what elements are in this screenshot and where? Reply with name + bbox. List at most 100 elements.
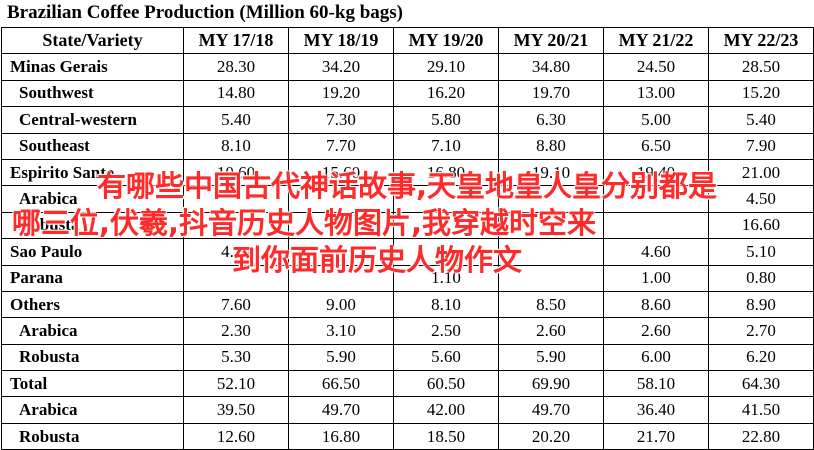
table-row: Parana 1.10 1.00 0.80: [1, 264, 814, 292]
table-cell: 19.20: [288, 79, 394, 108]
table-row: Southwest 14.80 19.20 16.20 19.70 13.00 15.20: [1, 79, 814, 108]
table-cell: 8.80: [498, 132, 604, 160]
table-cell: 4.60: [603, 238, 709, 266]
row-label: Total: [1, 370, 184, 398]
table-row: Arabica 39.50 49.70 42.00 49.70 36.40 41.50: [1, 396, 814, 424]
row-label: Parana: [1, 264, 184, 292]
table-cell: 5.40: [708, 106, 814, 134]
table-cell: 41.50: [708, 396, 814, 424]
table-cell: 8.10: [183, 132, 289, 160]
coffee-production-table: State/Variety MY 17/18 MY 18/19 MY 19/20 MY …: [1, 26, 814, 450]
table-cell: 58.10: [603, 370, 709, 398]
table-cell: 8.60: [603, 290, 709, 319]
row-label: Central-western: [1, 106, 184, 134]
table-cell: 64.30: [708, 370, 814, 398]
table-cell: 13.00: [603, 79, 709, 108]
row-label: Arabica: [1, 185, 184, 213]
table-body: Minas Gerais 28.30 34.20 29.10 34.80 24.50 28.…: [1, 53, 814, 450]
table-cell: 8.10: [393, 290, 499, 319]
table-cell: 49.70: [288, 396, 394, 424]
table-cell: 9.00: [288, 290, 394, 319]
table-row: Others 7.60 9.00 8.10 8.50 8.60 8.90: [1, 290, 814, 319]
table-cell: 19.10: [498, 158, 604, 187]
table-cell: [498, 264, 604, 292]
column-header-state-variety: State/Variety: [1, 26, 184, 55]
column-header-year: MY 22/23: [708, 26, 814, 55]
table-cell: 6.50: [603, 132, 709, 160]
column-header-year: MY 19/20: [393, 26, 499, 55]
table-cell: [183, 211, 289, 240]
table-cell: [498, 238, 604, 266]
table-cell: 4.30: [183, 238, 289, 266]
row-label: Others: [1, 290, 184, 319]
table-cell: [393, 238, 499, 266]
table-cell: 16.20: [393, 79, 499, 108]
table-cell: 5.90: [498, 343, 604, 372]
table-row: Robusta 16.60: [1, 211, 814, 240]
table-cell: [498, 211, 604, 240]
table-cell: 6.20: [708, 343, 814, 372]
table-cell: 3.10: [288, 317, 394, 345]
table-row: Robusta 12.60 16.80 18.50 20.20 21.70 22.80: [1, 422, 814, 450]
table-cell: [393, 185, 499, 213]
table-cell: 21.00: [708, 158, 814, 187]
table-cell: 5.60: [393, 343, 499, 372]
table-cell: 49.70: [498, 396, 604, 424]
table-cell: 5.00: [603, 106, 709, 134]
row-label: Espirito Santo: [1, 158, 184, 187]
table-cell: 2.50: [393, 317, 499, 345]
table-cell: [183, 264, 289, 292]
table-cell: 2.70: [708, 317, 814, 345]
table-cell: 18.50: [393, 422, 499, 450]
row-label: Southwest: [1, 79, 184, 108]
table-cell: 28.50: [708, 53, 814, 81]
row-label: Robusta: [1, 422, 184, 450]
table-cell: 8.50: [498, 290, 604, 319]
table-cell: 34.80: [498, 53, 604, 81]
table-cell: 7.10: [393, 132, 499, 160]
table-cell: 28.30: [183, 53, 289, 81]
column-header-year: MY 18/19: [288, 26, 394, 55]
table-cell: 7.70: [288, 132, 394, 160]
table-cell: 69.90: [498, 370, 604, 398]
table-cell: 66.50: [288, 370, 394, 398]
table-cell: 15.60: [288, 158, 394, 187]
table-cell: 10.60: [183, 158, 289, 187]
table-cell: 15.20: [708, 79, 814, 108]
table-cell: 34.20: [288, 53, 394, 81]
table-cell: 5.90: [288, 343, 394, 372]
header-row: State/Variety MY 17/18 MY 18/19 MY 19/20 MY …: [1, 26, 814, 55]
table-cell: 7.30: [288, 106, 394, 134]
row-label: Arabica: [1, 317, 184, 345]
row-label: Sao Paulo: [1, 238, 184, 266]
table-cell: 19.70: [498, 79, 604, 108]
table-cell: 2.60: [498, 317, 604, 345]
table-cell: 16.80: [393, 158, 499, 187]
row-label: Robusta: [1, 211, 184, 240]
row-label: Arabica: [1, 396, 184, 424]
table-cell: 22.80: [708, 422, 814, 450]
table-cell: 16.60: [708, 211, 814, 240]
row-label: Southeast: [1, 132, 184, 160]
table-cell: [183, 185, 289, 213]
table-cell: 2.60: [603, 317, 709, 345]
table-cell: 6.00: [603, 343, 709, 372]
table-row: Arabica 4.50: [1, 185, 814, 213]
table-row: Minas Gerais 28.30 34.20 29.10 34.80 24.50 28.…: [1, 53, 814, 81]
table-cell: 14.80: [183, 79, 289, 108]
table-cell: 7.60: [183, 290, 289, 319]
table-cell: 29.10: [393, 53, 499, 81]
table-cell: 1.10: [393, 264, 499, 292]
table-cell: 0.80: [708, 264, 814, 292]
table-title: Brazilian Coffee Production (Million 60-…: [7, 2, 403, 23]
table-cell: 36.40: [603, 396, 709, 424]
table-cell: 42.00: [393, 396, 499, 424]
table-row: Robusta 5.30 5.90 5.60 5.90 6.00 6.20: [1, 343, 814, 372]
column-header-year: MY 21/22: [603, 26, 709, 55]
table-cell: 19.40: [603, 158, 709, 187]
table-cell: 6.30: [498, 106, 604, 134]
table-cell: 5.80: [393, 106, 499, 134]
table-row: Total 52.10 66.50 60.50 69.90 58.10 64.30: [1, 370, 814, 398]
table-row: Espirito Santo 10.60 15.60 16.80 19.10 19.40 2…: [1, 158, 814, 187]
